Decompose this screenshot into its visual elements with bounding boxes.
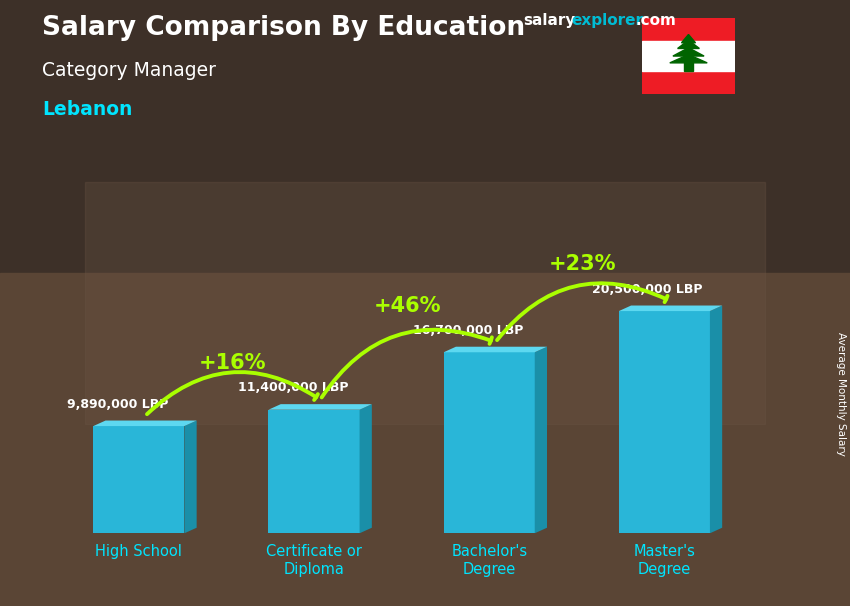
Polygon shape: [535, 347, 547, 533]
Bar: [0, 273, 850, 606]
Text: Category Manager: Category Manager: [42, 61, 217, 79]
Polygon shape: [619, 305, 722, 311]
Bar: [642, 72, 735, 94]
Text: +23%: +23%: [549, 255, 616, 275]
Text: Average Monthly Salary: Average Monthly Salary: [836, 332, 846, 456]
Polygon shape: [670, 55, 707, 63]
Polygon shape: [673, 48, 704, 56]
Text: 20,500,000 LBP: 20,500,000 LBP: [592, 282, 702, 296]
Polygon shape: [94, 421, 196, 426]
Bar: [0, 0, 850, 273]
Polygon shape: [710, 305, 722, 533]
Polygon shape: [184, 421, 196, 533]
Text: .com: .com: [636, 13, 677, 28]
Text: 16,700,000 LBP: 16,700,000 LBP: [413, 324, 524, 337]
Text: salary: salary: [523, 13, 575, 28]
Polygon shape: [677, 40, 700, 48]
Text: explorer: explorer: [571, 13, 643, 28]
Text: 11,400,000 LBP: 11,400,000 LBP: [238, 381, 348, 394]
Text: Lebanon: Lebanon: [42, 100, 133, 119]
Bar: [642, 18, 735, 41]
Text: +16%: +16%: [199, 353, 266, 373]
Bar: [683, 62, 694, 72]
Polygon shape: [269, 404, 371, 410]
Polygon shape: [682, 35, 695, 43]
Bar: [642, 41, 735, 72]
Polygon shape: [360, 404, 371, 533]
Text: Salary Comparison By Education: Salary Comparison By Education: [42, 15, 525, 41]
Polygon shape: [619, 311, 710, 533]
Polygon shape: [269, 410, 360, 533]
Text: +46%: +46%: [374, 296, 441, 316]
Bar: [85, 182, 765, 424]
Polygon shape: [94, 426, 184, 533]
Polygon shape: [444, 352, 535, 533]
Text: 9,890,000 LBP: 9,890,000 LBP: [67, 398, 168, 410]
Polygon shape: [444, 347, 547, 352]
